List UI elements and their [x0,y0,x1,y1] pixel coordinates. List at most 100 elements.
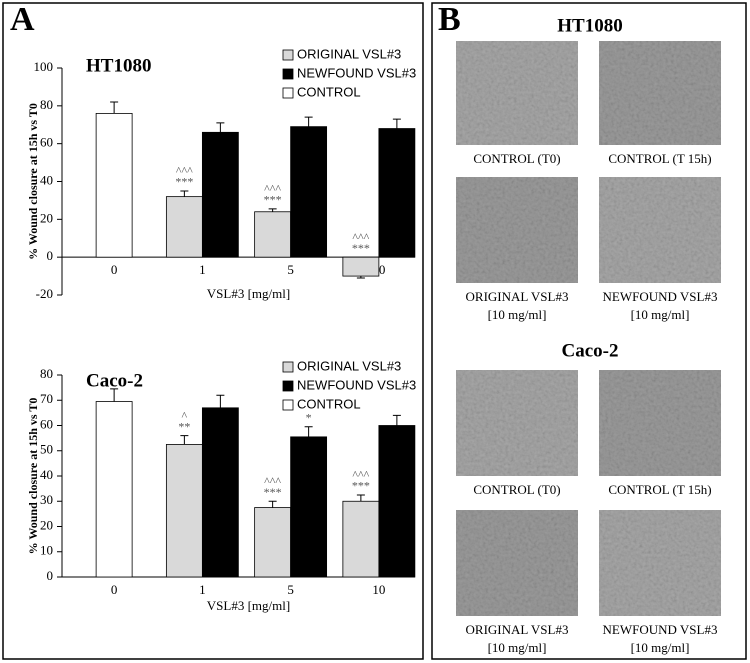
error-bar [356,276,365,279]
section-title: HT1080 [557,15,622,36]
y-tick-label: 50 [40,442,53,457]
error-bar [304,426,313,437]
error-bar [110,388,119,402]
y-tick-label: 60 [40,135,53,150]
y-tick-label: -20 [36,286,53,301]
panel-b-border [431,2,747,660]
y-tick-label: 40 [40,467,53,482]
y-tick-label: 70 [40,391,53,406]
image-caption: [10 mg/ml] [631,307,690,322]
micrograph [456,510,578,616]
panel-a-border [2,2,424,660]
x-axis-label: VSL#3 [mg/ml] [207,286,290,301]
x-tick-label: 5 [287,582,294,597]
y-tick-label: 20 [40,517,53,532]
annotation: ^^^ [176,164,193,178]
micrograph [456,177,578,283]
y-tick-label: 60 [40,416,53,431]
error-bar [216,394,225,408]
bar [95,113,133,258]
bar [201,131,239,258]
annotation: ^^^ [352,468,369,482]
y-tick-label: 80 [40,366,53,381]
bar [342,500,380,578]
bar [95,401,133,578]
image-caption: NEWFOUND VSL#3 [603,622,718,637]
error-bar [392,414,401,426]
error-bar [356,494,365,502]
error-bar [268,208,277,212]
error-bar [216,122,225,133]
y-tick-label: 40 [40,172,53,187]
y-tick-label: 20 [40,210,53,225]
error-bar [180,435,189,445]
legend-label: CONTROL [297,84,361,99]
panel-label: B [438,1,461,38]
legend-label: NEWFOUND VSL#3 [297,377,416,392]
annotation: * [306,411,312,425]
annotation: *** [175,175,193,189]
y-axis-label: % Wound closure at 15h vs T0 [26,398,40,555]
legend-label: NEWFOUND VSL#3 [297,65,416,80]
error-bar [392,118,401,129]
annotation: *** [352,241,370,255]
annotation: ** [178,419,190,433]
image-caption: NEWFOUND VSL#3 [603,289,718,304]
legend-swatch [282,361,294,373]
bar [378,128,416,258]
legend-label: CONTROL [297,396,361,411]
bar [342,256,380,277]
bar [201,407,239,578]
x-tick-label: 10 [372,582,385,597]
annotation: *** [352,479,370,493]
bar [254,211,292,258]
micrograph [456,41,578,145]
legend-label: ORIGINAL VSL#3 [297,46,401,61]
annotation: ^^^ [264,474,281,488]
x-axis-label: VSL#3 [mg/ml] [207,598,290,613]
x-tick-label: 1 [199,262,206,277]
chart-title: HT1080 [86,55,151,76]
micrograph [456,370,578,476]
micrograph [599,370,721,476]
micrograph [599,41,721,145]
legend-swatch [282,87,294,99]
x-tick-label: 5 [287,262,294,277]
image-caption: CONTROL (T0) [473,151,560,166]
annotation: *** [264,485,282,499]
annotation: *** [264,193,282,207]
y-tick-label: 80 [40,97,53,112]
error-bar [304,116,313,127]
y-tick-label: 10 [40,543,53,558]
bar [165,444,203,578]
annotation: ^ [182,408,188,422]
legend-label: ORIGINAL VSL#3 [297,358,401,373]
annotation: ^^^ [352,230,369,244]
micrograph [599,510,721,616]
bar [290,126,328,258]
y-tick-label: 30 [40,492,53,507]
section-title: Caco-2 [562,340,619,361]
x-tick-label: 1 [199,582,206,597]
image-caption: CONTROL (T0) [473,482,560,497]
annotation: ^^^ [264,182,281,196]
y-tick-label: 100 [34,59,54,74]
error-bar [268,500,277,508]
bar [254,507,292,578]
error-bar [110,101,119,114]
legend-swatch [282,399,294,411]
legend-swatch [282,49,294,61]
image-caption: [10 mg/ml] [488,307,547,322]
chart-title: Caco-2 [86,370,143,391]
y-tick-label: 0 [47,248,54,263]
image-caption: ORIGINAL VSL#3 [466,289,569,304]
y-tick-label: 0 [47,568,54,583]
image-caption: CONTROL (T 15h) [608,482,711,497]
image-caption: [10 mg/ml] [631,640,690,655]
image-caption: CONTROL (T 15h) [608,151,711,166]
x-tick-label: 0 [111,582,118,597]
micrograph [599,177,721,283]
error-bar [180,190,189,197]
legend-swatch [282,380,294,392]
